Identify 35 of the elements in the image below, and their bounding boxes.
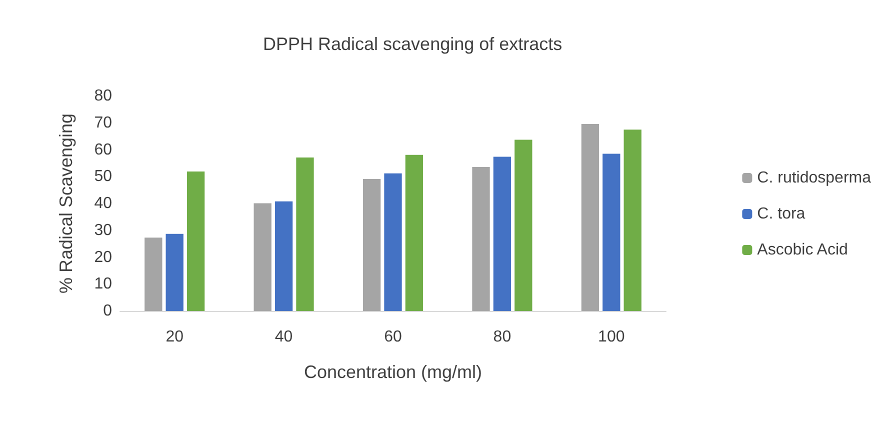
legend-label: C. tora — [757, 206, 806, 222]
x-tick-label: 80 — [493, 328, 512, 346]
x-tick-label: 20 — [166, 328, 184, 346]
bar — [254, 203, 272, 311]
bar — [602, 154, 620, 311]
y-tick-label: 10 — [94, 276, 112, 293]
y-tick-label: 0 — [103, 302, 112, 320]
bar — [514, 140, 532, 311]
legend-label: C. rutidosperma — [757, 170, 872, 186]
bar — [274, 201, 293, 311]
y-tick-label: 20 — [94, 248, 112, 266]
x-tick-label: 40 — [274, 328, 293, 346]
y-tick-label: 40 — [94, 195, 112, 212]
bar — [624, 130, 642, 311]
bar — [472, 166, 490, 311]
bar — [296, 158, 314, 311]
bar — [166, 234, 184, 311]
y-tick-label: 70 — [94, 114, 112, 132]
x-axis-title: Concentration (mg/ml) — [304, 362, 482, 382]
bar — [144, 238, 162, 311]
y-axis-title: % Radical Scavenging — [56, 113, 76, 294]
x-tick-label: 60 — [384, 328, 402, 346]
y-tick-label: 80 — [94, 88, 112, 104]
y-tick-label: 60 — [94, 141, 112, 158]
bar — [493, 156, 512, 311]
bar — [362, 179, 381, 311]
bar — [405, 154, 424, 311]
chart-title: DPPH Radical scavenging of extracts — [263, 34, 562, 54]
y-tick-label: 30 — [94, 222, 112, 239]
x-tick-label: 100 — [598, 328, 625, 346]
bar — [186, 172, 205, 311]
bar — [581, 124, 600, 311]
y-tick-label: 50 — [94, 168, 112, 186]
bar — [384, 173, 402, 311]
legend-label: Ascobic Acid — [757, 242, 848, 258]
